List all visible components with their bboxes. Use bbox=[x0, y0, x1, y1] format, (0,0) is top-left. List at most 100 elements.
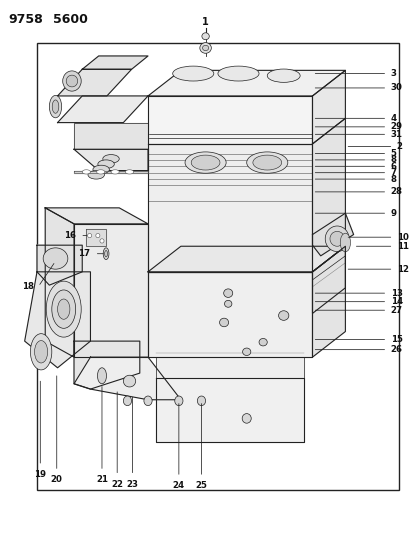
Polygon shape bbox=[74, 357, 181, 400]
Ellipse shape bbox=[242, 414, 251, 423]
Polygon shape bbox=[312, 246, 345, 357]
Ellipse shape bbox=[100, 239, 104, 243]
Bar bbox=[37, 43, 399, 490]
Ellipse shape bbox=[35, 341, 48, 363]
Ellipse shape bbox=[267, 69, 300, 83]
Ellipse shape bbox=[200, 43, 211, 53]
Text: 15: 15 bbox=[391, 335, 403, 344]
Text: 19: 19 bbox=[34, 470, 46, 479]
Ellipse shape bbox=[43, 248, 68, 269]
Text: 5: 5 bbox=[391, 149, 396, 158]
Text: 17: 17 bbox=[78, 249, 91, 258]
Text: 24: 24 bbox=[173, 481, 185, 490]
Ellipse shape bbox=[340, 233, 351, 252]
Polygon shape bbox=[45, 208, 74, 357]
Ellipse shape bbox=[46, 281, 81, 337]
Ellipse shape bbox=[247, 152, 288, 173]
Text: 28: 28 bbox=[391, 188, 403, 196]
Ellipse shape bbox=[279, 311, 289, 320]
Text: 18: 18 bbox=[22, 282, 34, 291]
Ellipse shape bbox=[218, 66, 259, 81]
Text: 8: 8 bbox=[391, 175, 397, 183]
Polygon shape bbox=[148, 272, 312, 357]
Polygon shape bbox=[148, 144, 312, 272]
Text: 4: 4 bbox=[391, 114, 397, 123]
Ellipse shape bbox=[123, 375, 136, 387]
Polygon shape bbox=[312, 246, 345, 313]
Ellipse shape bbox=[175, 396, 183, 406]
Text: 2: 2 bbox=[397, 142, 403, 151]
Polygon shape bbox=[312, 213, 353, 256]
Text: 9758: 9758 bbox=[8, 13, 43, 26]
Polygon shape bbox=[312, 70, 345, 144]
Ellipse shape bbox=[93, 165, 109, 174]
Ellipse shape bbox=[243, 348, 251, 356]
Text: 6: 6 bbox=[391, 162, 397, 171]
Text: 23: 23 bbox=[126, 480, 138, 489]
Ellipse shape bbox=[224, 289, 233, 297]
Ellipse shape bbox=[191, 155, 220, 170]
Polygon shape bbox=[148, 70, 345, 96]
Ellipse shape bbox=[220, 318, 229, 327]
Polygon shape bbox=[74, 224, 148, 357]
Ellipse shape bbox=[103, 248, 109, 260]
Ellipse shape bbox=[103, 155, 119, 163]
Text: 26: 26 bbox=[391, 345, 403, 354]
Text: 30: 30 bbox=[391, 84, 403, 92]
Ellipse shape bbox=[203, 45, 208, 51]
Ellipse shape bbox=[225, 301, 232, 307]
Ellipse shape bbox=[259, 338, 267, 346]
Ellipse shape bbox=[52, 100, 59, 114]
Ellipse shape bbox=[30, 334, 52, 370]
Text: 20: 20 bbox=[51, 475, 63, 484]
Ellipse shape bbox=[202, 33, 209, 39]
Ellipse shape bbox=[325, 226, 349, 252]
Ellipse shape bbox=[173, 66, 214, 81]
Polygon shape bbox=[86, 229, 106, 246]
Ellipse shape bbox=[253, 155, 282, 170]
Polygon shape bbox=[25, 272, 91, 368]
Polygon shape bbox=[45, 208, 148, 224]
Text: 10: 10 bbox=[397, 233, 409, 241]
Ellipse shape bbox=[185, 152, 226, 173]
Text: 21: 21 bbox=[96, 475, 108, 484]
Text: 9: 9 bbox=[391, 209, 397, 217]
Text: 5600: 5600 bbox=[54, 13, 88, 26]
Polygon shape bbox=[82, 56, 148, 69]
Text: 31: 31 bbox=[391, 130, 403, 139]
Ellipse shape bbox=[63, 71, 81, 91]
Ellipse shape bbox=[111, 169, 119, 174]
Polygon shape bbox=[148, 246, 345, 272]
Text: 13: 13 bbox=[391, 289, 403, 297]
Ellipse shape bbox=[144, 396, 152, 406]
Polygon shape bbox=[74, 171, 148, 173]
Ellipse shape bbox=[58, 299, 70, 319]
Polygon shape bbox=[74, 123, 148, 149]
Ellipse shape bbox=[98, 160, 114, 168]
Text: 27: 27 bbox=[391, 306, 403, 314]
Polygon shape bbox=[312, 118, 345, 272]
Text: 16: 16 bbox=[64, 231, 76, 240]
Ellipse shape bbox=[66, 75, 78, 87]
Text: 29: 29 bbox=[391, 123, 403, 131]
Ellipse shape bbox=[330, 231, 344, 246]
Polygon shape bbox=[58, 69, 131, 96]
Ellipse shape bbox=[98, 368, 106, 384]
Text: 3: 3 bbox=[391, 69, 397, 78]
Text: 11: 11 bbox=[397, 242, 409, 251]
Ellipse shape bbox=[197, 396, 206, 406]
Text: 1: 1 bbox=[202, 17, 209, 27]
Polygon shape bbox=[156, 378, 304, 442]
Text: 8: 8 bbox=[391, 156, 397, 164]
Polygon shape bbox=[156, 357, 304, 378]
Polygon shape bbox=[74, 149, 148, 171]
Polygon shape bbox=[74, 341, 140, 389]
Ellipse shape bbox=[97, 169, 105, 174]
Text: 22: 22 bbox=[111, 480, 123, 489]
Text: 14: 14 bbox=[391, 297, 403, 306]
Ellipse shape bbox=[52, 290, 76, 328]
Ellipse shape bbox=[123, 396, 131, 406]
Ellipse shape bbox=[105, 251, 108, 257]
Polygon shape bbox=[148, 96, 312, 144]
Ellipse shape bbox=[125, 169, 133, 174]
